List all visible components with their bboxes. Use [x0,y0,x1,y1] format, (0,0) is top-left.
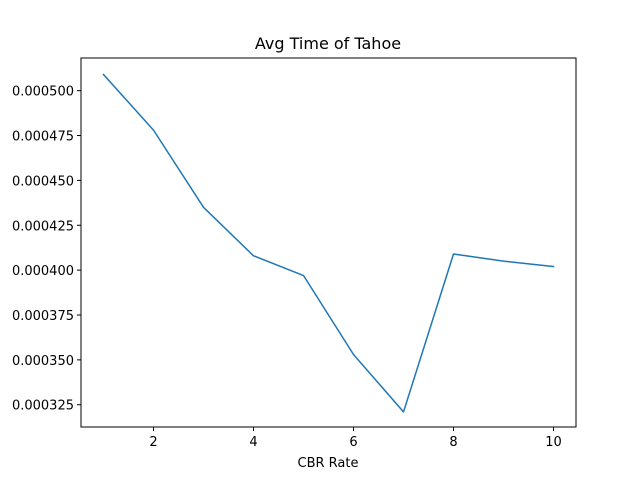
x-tick-label: 10 [545,435,562,450]
x-tick-label: 4 [249,435,257,450]
data-point [403,411,405,413]
y-tick-label: 0.000400 [12,264,74,279]
series-group [102,73,555,413]
y-tick-label: 0.000325 [12,399,74,414]
x-axis: 2 4 6 8 10 [149,427,562,450]
plot-area [80,57,577,428]
y-tick-label: 0.000425 [12,219,74,234]
y-axis: 0.000325 0.000350 0.000375 0.000400 0.000425… [12,85,81,414]
x-tick-label: 6 [349,435,357,450]
x-tick-label: 8 [449,435,457,450]
y-tick-label: 0.000375 [12,309,74,324]
data-point [103,74,105,76]
y-tick-label: 0.000450 [12,174,74,189]
data-point [353,354,355,356]
data-point [303,275,305,277]
chart-title: Avg Time of Tahoe [255,34,401,53]
x-axis-label: CBR Rate [298,456,359,471]
data-point [503,260,505,262]
data-point [253,255,255,257]
x-tick-label: 2 [149,435,157,450]
y-tick-label: 0.000500 [12,85,74,100]
data-point [153,129,155,131]
series-line [102,73,555,413]
y-tick-label: 0.000350 [12,354,74,369]
data-point [553,266,555,268]
data-point [453,253,455,255]
y-tick-label: 0.000475 [12,130,74,145]
data-point [203,207,205,209]
